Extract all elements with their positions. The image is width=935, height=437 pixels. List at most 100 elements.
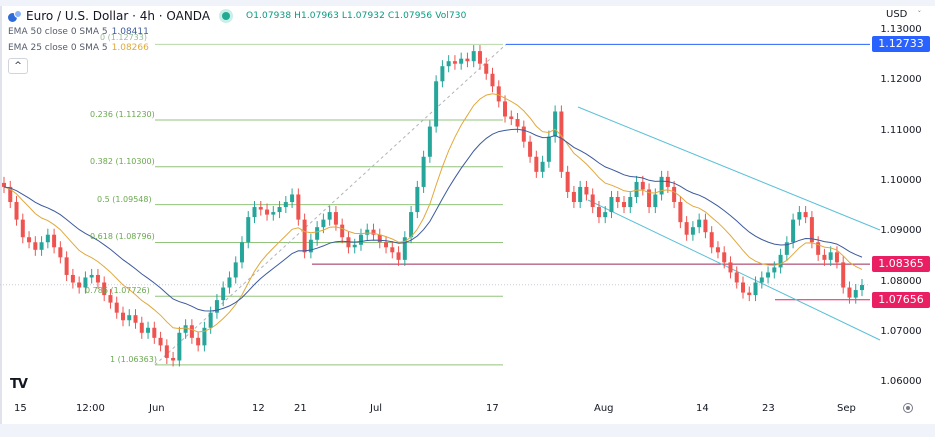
candle-body — [452, 61, 457, 64]
candle-body — [283, 202, 288, 208]
price-tag: 1.07656 — [872, 291, 930, 308]
fib-level-label: 0.236 (1.11230) — [90, 110, 155, 120]
chevron-down-icon: ˇ — [917, 10, 922, 19]
candle-body — [684, 222, 689, 235]
time-tick-label: Jun — [149, 403, 165, 414]
candle-body — [108, 295, 113, 303]
candle-body — [296, 194, 301, 220]
candle-body — [183, 325, 188, 333]
candle-body — [20, 219, 25, 238]
candle-body — [496, 86, 501, 102]
candle-body — [484, 63, 489, 74]
candle-body — [471, 51, 476, 62]
open-label: O — [246, 11, 254, 21]
candle-body — [741, 282, 746, 293]
candle-body — [690, 227, 695, 235]
candle-body — [709, 232, 714, 248]
candle-body — [590, 194, 595, 208]
candle-body — [634, 181, 639, 197]
candle-body — [321, 219, 326, 228]
candle-body — [2, 182, 6, 187]
time-tick-label: Aug — [594, 403, 614, 414]
candle-body — [571, 191, 576, 203]
candle-body — [477, 51, 482, 64]
candle-body — [747, 292, 752, 296]
candle-body — [715, 247, 720, 253]
candle-body — [227, 277, 232, 288]
fib-trend-line — [154, 44, 507, 366]
ema25-label: EMA 25 close 0 SMA 5 — [8, 43, 108, 53]
candle-body — [509, 116, 514, 120]
candle-body — [596, 207, 601, 218]
candle-body — [365, 229, 370, 235]
candle-body — [265, 209, 270, 215]
candle-body — [39, 242, 44, 250]
candle-body — [772, 267, 777, 273]
low-value: 1.07932 — [347, 11, 385, 21]
candle-body — [584, 186, 589, 195]
top-border — [0, 0, 935, 6]
candle-body — [703, 219, 708, 233]
fib-level-label: 0.5 (1.09548) — [97, 194, 152, 204]
candle-body — [8, 186, 13, 203]
candle-body — [27, 237, 32, 243]
price-tick-label: 1.08000 — [880, 275, 922, 287]
candle-body — [14, 202, 19, 220]
candle-body — [816, 242, 821, 255]
currency-selector[interactable]: USD ˇ — [886, 9, 921, 20]
candle-body — [171, 357, 176, 361]
candle-body — [271, 212, 276, 215]
price-tick-label: 1.06000 — [880, 376, 922, 388]
indicator-ema25[interactable]: EMA 25 close 0 SMA 5 1.08266 — [8, 40, 466, 56]
left-border — [0, 6, 2, 424]
indicator-ema50[interactable]: EMA 50 close 0 SMA 5 1.08411 — [8, 24, 466, 40]
candle-body — [553, 111, 558, 137]
candle-body — [89, 274, 94, 278]
candle-body — [753, 282, 758, 296]
candle-body — [628, 196, 633, 208]
candle-body — [515, 119, 520, 127]
close-label: C — [387, 11, 395, 21]
candle-body — [139, 322, 144, 333]
candle-body — [722, 252, 727, 263]
candle-body — [797, 212, 802, 220]
close-value: 1.07956 — [394, 11, 433, 21]
candle-body — [120, 312, 125, 321]
time-tick-label: 12:00 — [76, 403, 105, 414]
candle-body — [521, 126, 526, 142]
fib-level-label: 0.786 (1.07726) — [85, 286, 150, 296]
candle-body — [290, 194, 295, 203]
candle-body — [603, 212, 608, 218]
candle-body — [528, 141, 533, 157]
currency-pair-icon — [8, 10, 22, 22]
candle-body — [45, 234, 50, 243]
tradingview-logo[interactable]: TV — [10, 377, 28, 392]
currency-label: USD — [886, 9, 908, 20]
symbol-title[interactable]: Euro / U.S. Dollar · 4h · OANDA — [26, 9, 211, 23]
candle-body — [803, 212, 808, 218]
ema25-value: 1.08266 — [111, 43, 149, 53]
candle-body — [860, 285, 864, 291]
candle-body — [834, 252, 839, 263]
candle-body — [809, 217, 814, 243]
low-label: L — [341, 11, 348, 21]
candle-body — [371, 229, 376, 235]
candle-body — [396, 252, 401, 260]
time-tick-label: 15 — [14, 403, 27, 414]
time-tick-label: 17 — [486, 403, 499, 414]
candle-body — [114, 302, 119, 313]
market-open-status-icon — [222, 12, 231, 20]
candle-body — [202, 327, 207, 346]
collapse-legend-button[interactable]: ^ — [8, 58, 28, 74]
candle-body — [70, 274, 75, 283]
candle-body — [384, 242, 389, 248]
candle-body — [164, 345, 169, 358]
price-tick-label: 1.12000 — [880, 74, 922, 86]
candle-body — [697, 219, 702, 228]
gear-icon[interactable] — [903, 403, 913, 413]
ema50-label: EMA 50 close 0 SMA 5 — [8, 27, 108, 37]
candle-body — [177, 332, 182, 361]
candle-body — [791, 219, 796, 243]
candle-body — [402, 237, 407, 260]
